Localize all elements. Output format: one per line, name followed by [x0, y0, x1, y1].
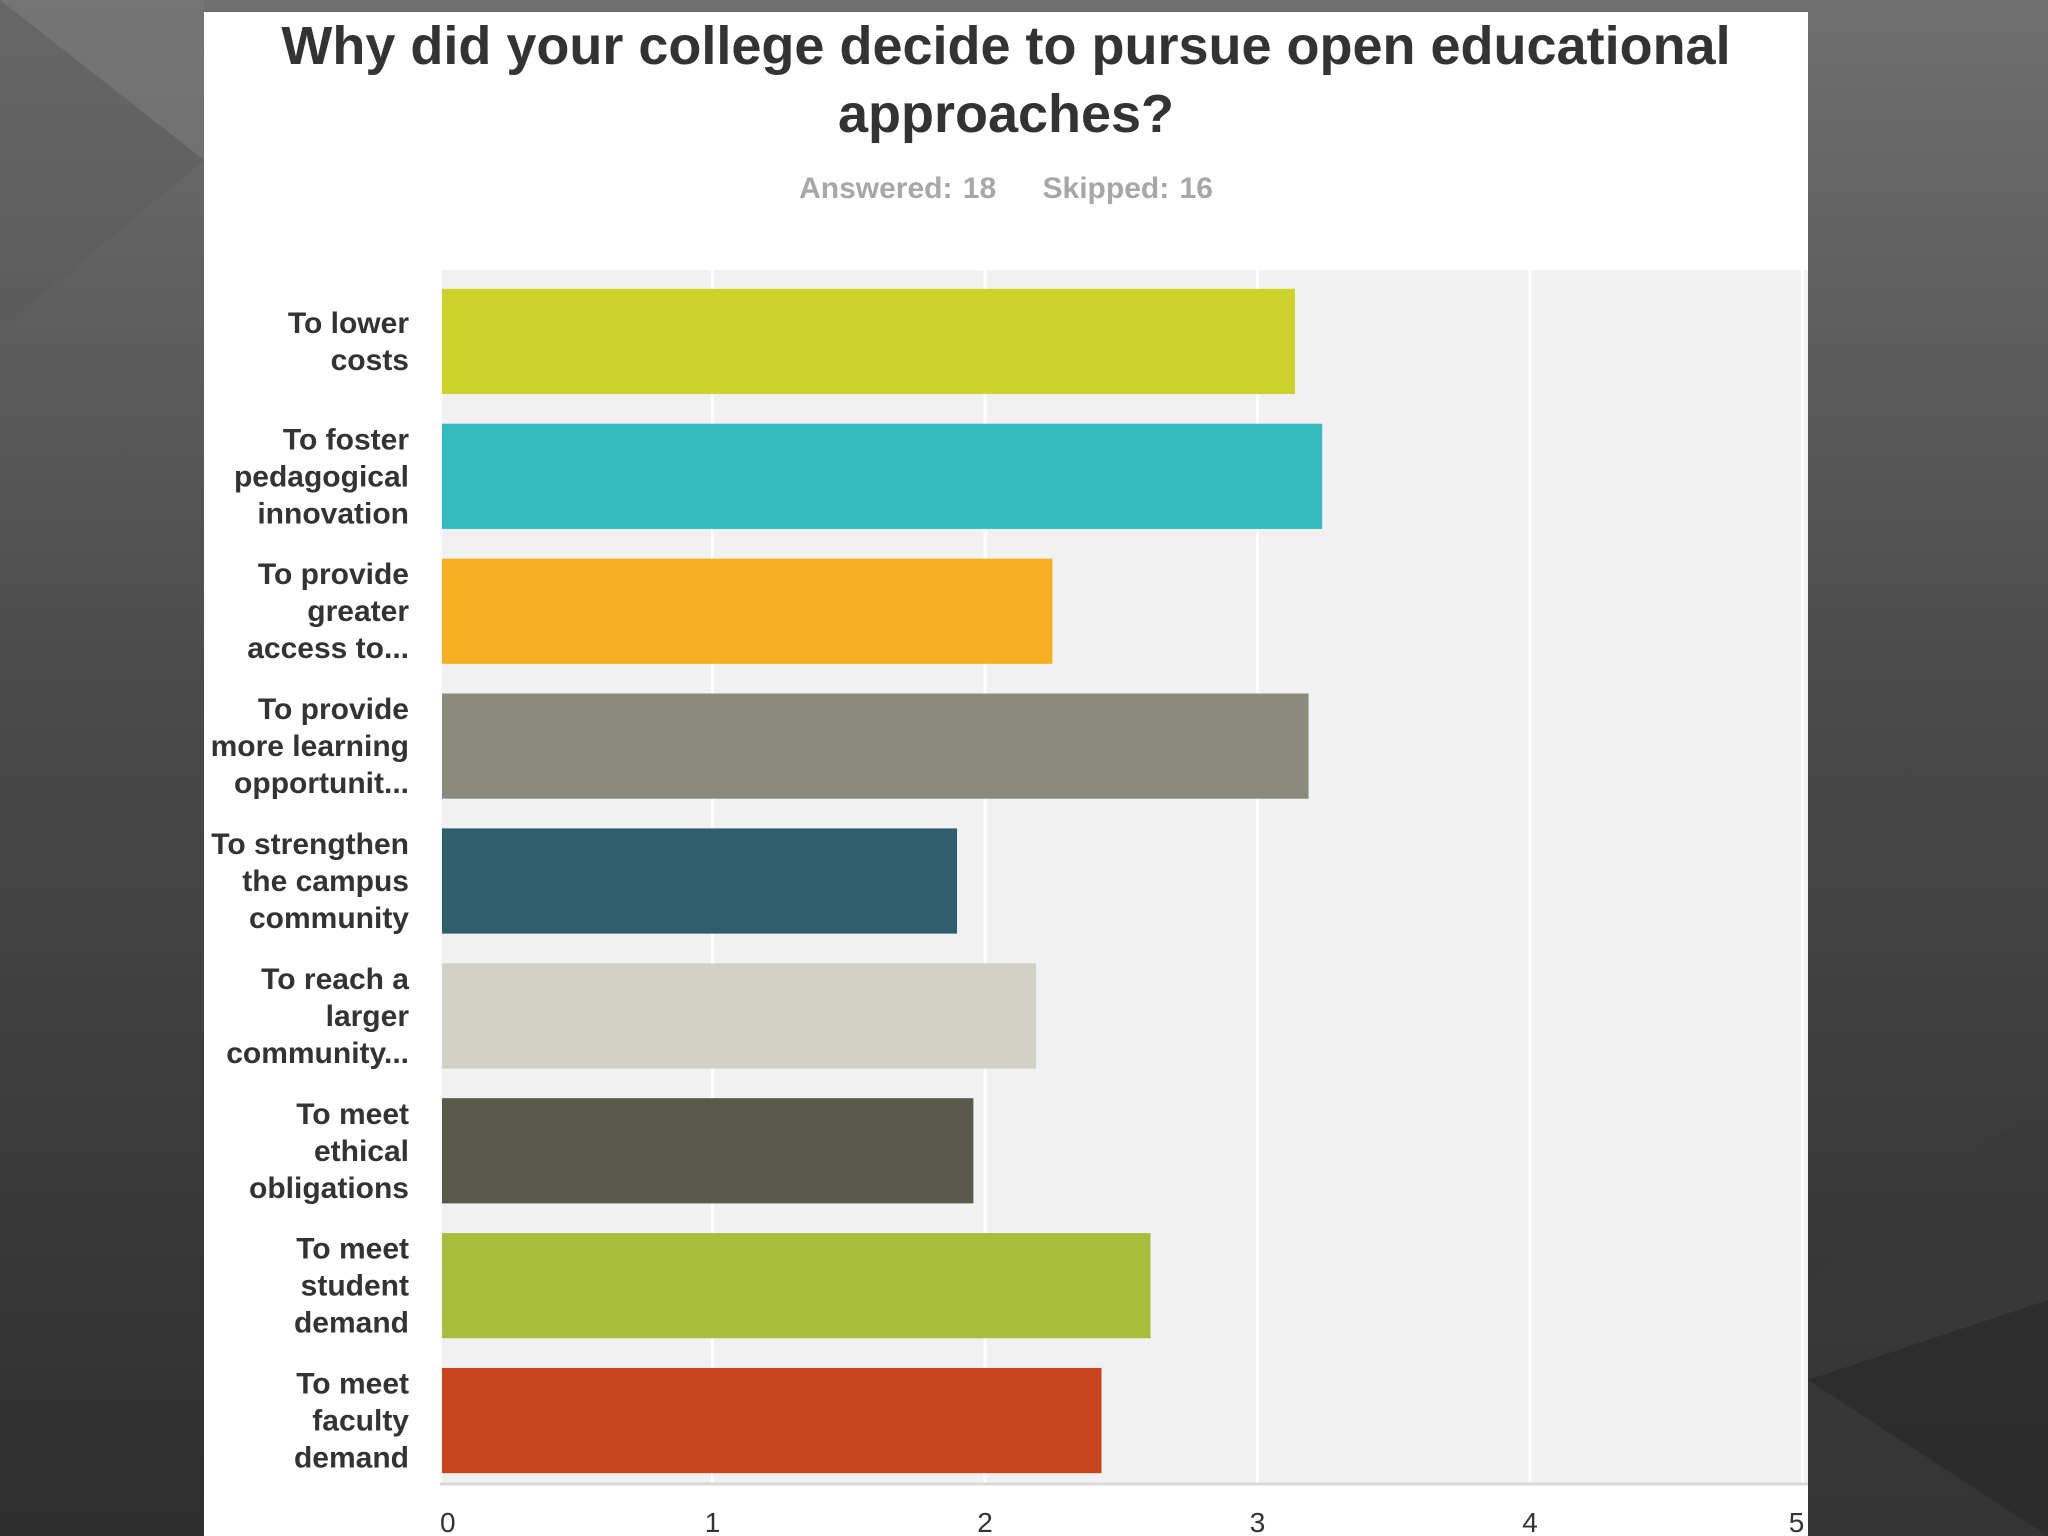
bar — [442, 423, 1323, 529]
category-label: To meet faculty demand — [294, 1368, 409, 1475]
category-label: To provide greater access to... — [247, 558, 409, 665]
category-label: To foster pedagogical innovation — [234, 423, 409, 530]
category-label: To meet ethical obligations — [249, 1098, 409, 1205]
bar — [442, 963, 1037, 1069]
category-label: To strengthen the campus community — [211, 828, 409, 935]
skipped-count: Skipped: 16 — [1042, 172, 1213, 205]
bar — [442, 828, 958, 934]
bar — [442, 1098, 974, 1204]
bar-chart: To lower costs To foster pedagogical innovat… — [211, 270, 1808, 1536]
bar — [442, 1367, 1102, 1474]
bar — [442, 558, 1053, 664]
bar — [442, 693, 1309, 799]
x-tick-label: 3 — [1250, 1507, 1266, 1536]
x-tick-label: 4 — [1522, 1507, 1538, 1536]
category-label: To provide more learning opportunit... — [211, 693, 409, 800]
x-tick-label: 2 — [977, 1507, 993, 1536]
chart-subtitle: Answered: 18 Skipped: 16 — [204, 172, 1808, 206]
category-label: To meet student demand — [294, 1233, 409, 1340]
category-label: To lower costs — [288, 307, 409, 377]
category-label: To reach a larger community... — [226, 963, 409, 1070]
slide-panel: Why did your college decide to pursue op… — [204, 12, 1808, 1536]
x-tick-label: 5 — [1789, 1507, 1805, 1536]
bar — [442, 288, 1295, 395]
bar — [442, 1233, 1151, 1339]
x-tick-label: 1 — [705, 1507, 721, 1536]
x-tick-label: 0 — [440, 1507, 456, 1536]
chart-title: Why did your college decide to pursue op… — [281, 16, 1731, 144]
answered-count: Answered: 18 — [799, 172, 997, 205]
